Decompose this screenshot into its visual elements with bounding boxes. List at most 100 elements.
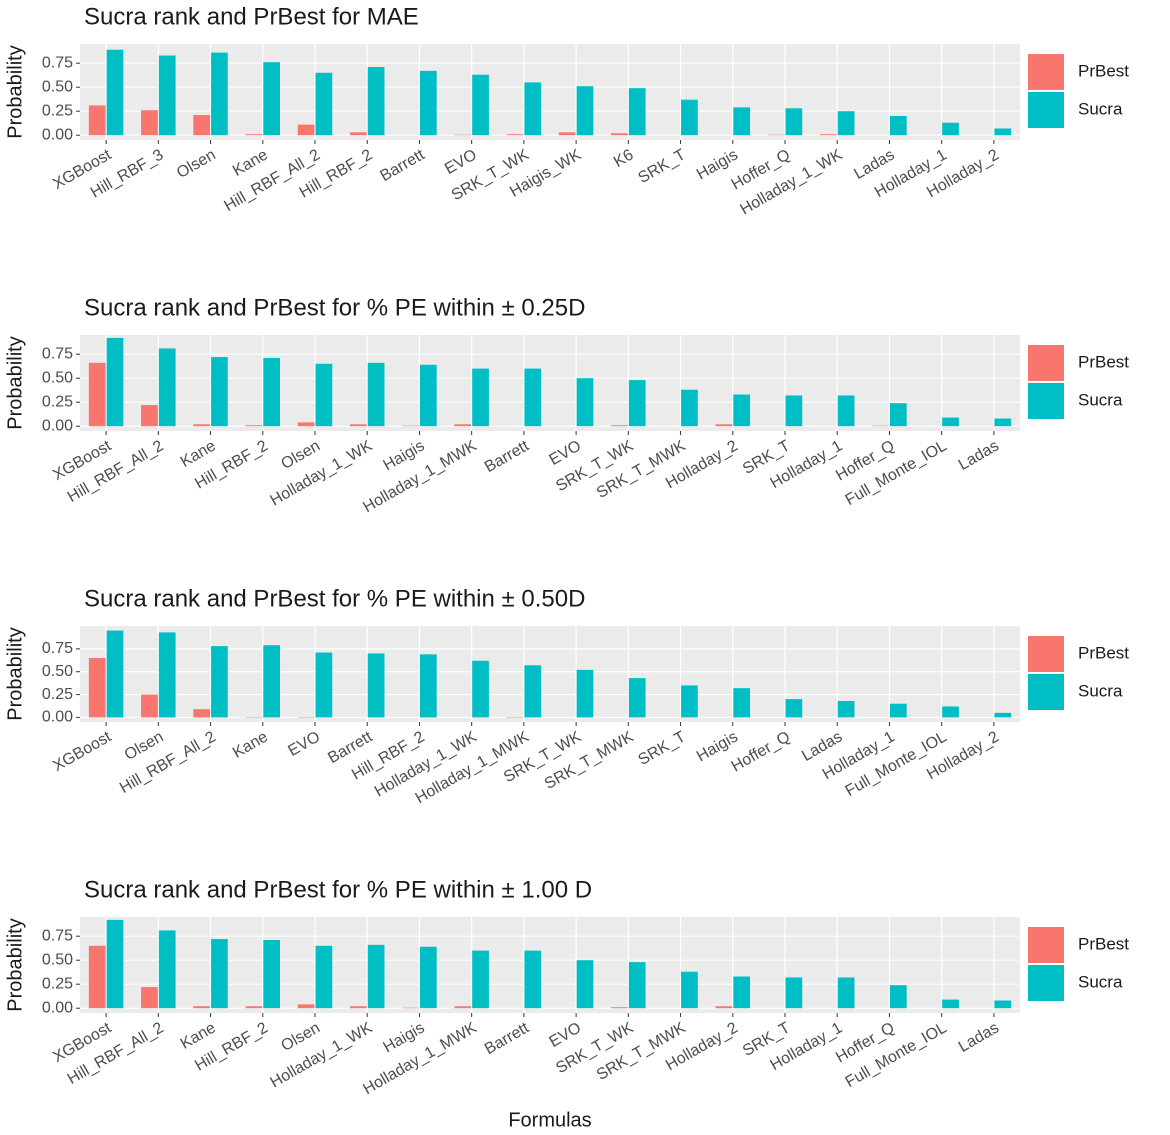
bar xyxy=(611,133,628,136)
y-tick-label: 0.25 xyxy=(42,102,73,119)
x-tick-label: SRK_T_MWK xyxy=(542,728,637,793)
y-tick-label: 0.50 xyxy=(42,663,73,680)
x-tick-label: EVO xyxy=(285,728,323,760)
bar xyxy=(889,403,907,427)
bar xyxy=(211,52,228,136)
bar xyxy=(88,945,106,1009)
x-tick-label: SRK_T xyxy=(635,728,688,769)
bar xyxy=(106,49,124,136)
bar xyxy=(297,422,315,427)
bar xyxy=(628,380,646,427)
bar xyxy=(263,358,281,427)
bar xyxy=(367,67,385,136)
bar xyxy=(524,665,542,718)
chart-title: Sucra rank and PrBest for % PE within ± … xyxy=(84,294,585,321)
legend-key xyxy=(1028,54,1064,90)
legend-label: Sucra xyxy=(1078,972,1123,991)
bar xyxy=(837,111,855,136)
bar xyxy=(158,55,176,136)
bar xyxy=(576,378,594,427)
x-tick-label: Kane xyxy=(230,728,271,761)
bar xyxy=(837,395,855,427)
legend-label: Sucra xyxy=(1078,681,1123,700)
bar xyxy=(419,70,437,136)
x-tick-label: Ladas xyxy=(956,1019,1002,1056)
bar xyxy=(994,128,1012,136)
bar xyxy=(349,424,367,427)
x-tick-label: EVO xyxy=(442,146,480,178)
bar xyxy=(419,654,437,718)
bar xyxy=(715,424,733,427)
bar xyxy=(837,700,855,718)
bar xyxy=(349,1006,367,1009)
bar xyxy=(367,944,385,1009)
bar xyxy=(628,962,646,1009)
bar xyxy=(942,417,959,427)
chart-title: Sucra rank and PrBest for % PE within ± … xyxy=(84,876,592,903)
x-tick-label: EVO xyxy=(546,1019,584,1051)
bar xyxy=(785,108,803,136)
y-tick-label: 0.25 xyxy=(42,975,73,992)
bar xyxy=(263,62,281,136)
x-tick-label: Ladas xyxy=(956,437,1002,474)
bar xyxy=(193,709,211,718)
y-axis-label: Probability xyxy=(4,627,26,720)
chart-title: Sucra rank and PrBest for MAE xyxy=(84,3,419,30)
y-tick-label: 0.00 xyxy=(42,709,73,726)
bar xyxy=(889,116,907,136)
plot-background xyxy=(80,917,1020,1013)
y-tick-label: 0.50 xyxy=(42,78,73,95)
bar xyxy=(245,134,263,136)
bar xyxy=(263,940,281,1009)
bar xyxy=(472,368,489,427)
y-axis-label: Probability xyxy=(4,918,26,1011)
x-tick-label: Barrett xyxy=(377,146,428,185)
bar xyxy=(141,110,158,136)
bar xyxy=(994,1000,1012,1009)
bar xyxy=(245,1006,263,1009)
x-tick-label: XGBoost xyxy=(50,728,114,775)
legend-key xyxy=(1028,636,1064,672)
bar xyxy=(715,1006,733,1009)
legend-key xyxy=(1028,345,1064,381)
bar xyxy=(681,971,698,1009)
bar xyxy=(158,930,176,1009)
legend-key xyxy=(1028,965,1064,1001)
bar xyxy=(141,987,158,1009)
bar xyxy=(733,688,751,718)
bar xyxy=(141,694,158,718)
legend-label: PrBest xyxy=(1078,61,1129,80)
y-tick-label: 0.25 xyxy=(42,686,73,703)
bar xyxy=(158,348,176,427)
bar xyxy=(454,424,472,427)
bar xyxy=(193,1006,211,1009)
bar xyxy=(315,652,333,718)
bar xyxy=(785,977,803,1009)
bar xyxy=(733,976,751,1009)
bar xyxy=(158,632,176,718)
bar xyxy=(419,364,437,427)
bar xyxy=(367,653,385,718)
bar xyxy=(472,950,489,1009)
x-tick-label: EVO xyxy=(546,437,584,469)
bar xyxy=(611,425,628,427)
bar xyxy=(106,919,124,1009)
bar xyxy=(106,630,124,718)
bar xyxy=(942,706,959,718)
y-tick-label: 0.50 xyxy=(42,951,73,968)
bar xyxy=(576,86,594,136)
bar xyxy=(524,368,542,427)
y-tick-label: 0.75 xyxy=(42,927,73,944)
bar xyxy=(889,985,907,1009)
x-tick-label: Barrett xyxy=(482,437,533,476)
bar xyxy=(211,646,228,718)
x-tick-label: Holladay_1_WK xyxy=(267,1019,375,1091)
bar xyxy=(193,424,211,427)
bar xyxy=(263,645,281,718)
x-tick-label: Holladay_1_WK xyxy=(267,437,375,509)
bar xyxy=(315,363,333,427)
bar xyxy=(297,124,315,136)
x-tick-label: Barrett xyxy=(482,1019,533,1058)
y-tick-label: 0.75 xyxy=(42,640,73,657)
bar xyxy=(628,678,646,718)
